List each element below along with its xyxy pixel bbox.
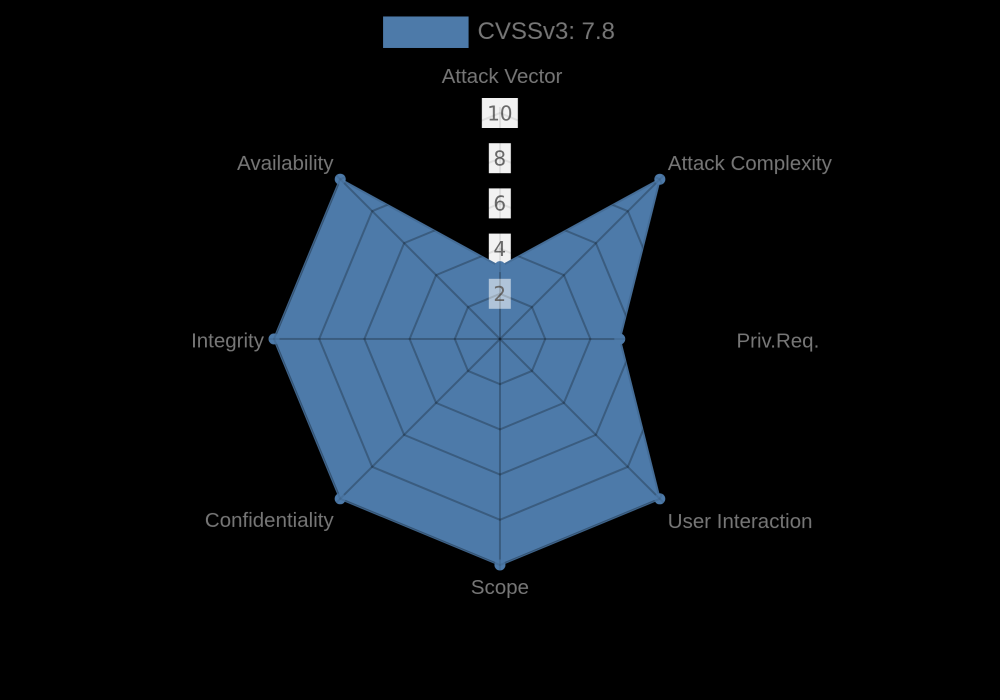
radial-tick-labels: 2 4 6 8 10: [481, 97, 518, 309]
radar-vertex-marker: [268, 333, 280, 345]
grid-ring: [272, 111, 728, 567]
radial-tick-box: [488, 278, 511, 309]
radar-vertex-marker: [494, 261, 506, 273]
radial-tick-label: 2: [493, 282, 506, 306]
grid-spoke: [335, 338, 501, 504]
grid-ring: [408, 247, 592, 431]
radial-tick-label: 4: [493, 237, 506, 261]
axis-label-attack-vector: Attack Vector: [442, 65, 563, 88]
radial-tick-label: 8: [493, 146, 506, 170]
radar-vertex-marker: [334, 493, 346, 505]
grid-spoke: [335, 338, 501, 504]
grid-spoke: [335, 174, 501, 340]
axis-label-integrity: Integrity: [191, 329, 265, 352]
radial-tick-box: [488, 233, 511, 264]
grid-web-overlay: [268, 106, 733, 572]
radial-tick-box: [488, 188, 511, 219]
radar-vertex-marker: [614, 333, 626, 345]
grid-spoke: [335, 179, 501, 340]
legend-label: CVSSv3: 7.8: [478, 18, 615, 45]
grid-spoke: [499, 338, 665, 504]
radial-tick-box: [488, 143, 511, 174]
axis-label-availability: Availability: [237, 152, 334, 175]
radial-tick-box: [481, 97, 518, 129]
radar-vertex-marker: [494, 559, 506, 571]
grid-spoke: [499, 174, 665, 340]
grid-ring: [408, 247, 592, 431]
legend-swatch: [383, 16, 469, 48]
grid-ring: [363, 202, 637, 476]
axis-label-attack-complexity: Attack Complexity: [668, 152, 833, 175]
grid-spoke: [499, 338, 660, 504]
legend: CVSSv3: 7.8: [383, 16, 615, 48]
axis-label-user-interaction: User Interaction: [668, 510, 813, 533]
grid-ring: [363, 202, 637, 476]
axis-label-scope: Scope: [471, 576, 529, 599]
axis-label-priv-req-: Priv.Req.: [736, 330, 819, 353]
radial-tick-label: 6: [493, 192, 506, 216]
radial-tick-label: 10: [487, 101, 512, 125]
radar-vertex-marker: [334, 173, 346, 185]
grid-ring: [453, 292, 547, 386]
grid-ring: [453, 292, 547, 386]
grid-ring: [318, 157, 682, 521]
radar-vertex-marker: [654, 173, 666, 185]
radar-vertex-marker: [654, 493, 666, 505]
axis-label-confidentiality: Confidentiality: [205, 509, 335, 532]
grid-spoke: [499, 179, 660, 340]
